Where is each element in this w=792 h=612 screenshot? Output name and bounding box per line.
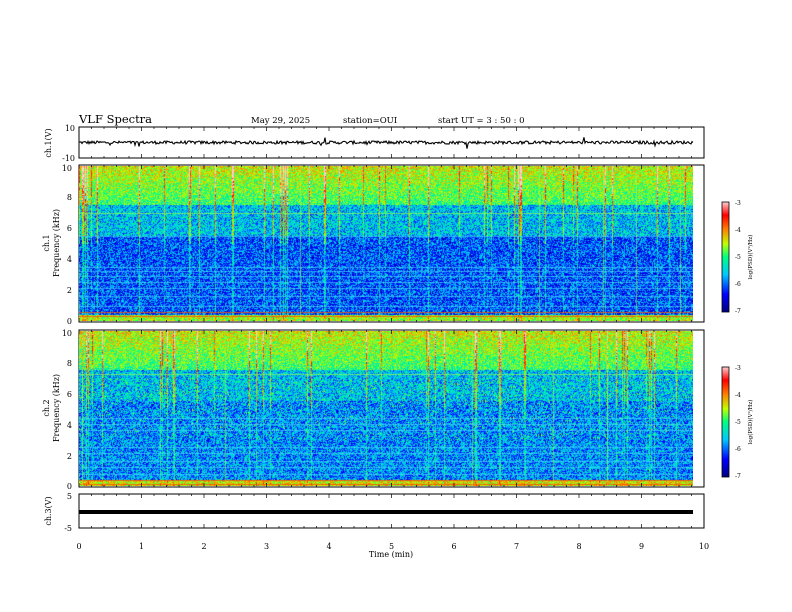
- ch1-ylabel: ch.1(V): [44, 128, 53, 157]
- ch3-ytick-bottom: -5: [64, 524, 72, 533]
- ch1-waveform-panel: 10 -10 ch.1(V): [44, 124, 705, 163]
- ch1-ytick-10: 10: [62, 164, 72, 173]
- ch3-waveform-panel: 5 -5 ch.3(V): [44, 492, 705, 533]
- cb1-label: log(PSD)(V²/Hz): [747, 235, 754, 280]
- ch3-ytick-top: 5: [67, 492, 72, 501]
- ch2-ytick-8: 8: [67, 359, 72, 368]
- cb2-label: log(PSD)(V²/Hz): [747, 400, 754, 445]
- xtick-5: 5: [389, 542, 394, 551]
- cb2-tick-m6: -6: [735, 446, 741, 453]
- cb2-tick-m4: -4: [735, 392, 741, 399]
- ch3-x-ticks: [78, 494, 705, 528]
- ch1-spec-ylabel-line1: ch.1: [42, 234, 51, 251]
- ch2-spectrogram-ticks: [78, 330, 705, 487]
- ch1-waveform-trace: [78, 137, 694, 149]
- ch1-ytick-top: 10: [65, 124, 75, 133]
- cb1-tick-m7: -7: [735, 308, 741, 315]
- ch2-ytick-0: 0: [67, 482, 72, 491]
- x-axis-label: Time (min): [369, 550, 413, 559]
- start-time-label: start UT = 3 : 50 : 0: [438, 116, 525, 126]
- cb1-tick-m4: -4: [735, 227, 741, 234]
- cb1-tick-m6: -6: [735, 281, 741, 288]
- ch1-spec-ylabel-line2: Frequency (kHz): [52, 209, 61, 277]
- ch2-spectrogram-panel: 0 2 4 6 8 10 ch.2 Frequency (kHz) -3 -4 …: [42, 329, 754, 491]
- ch2-ytick-2: 2: [67, 452, 72, 461]
- cb2-tick-m3: -3: [735, 365, 741, 372]
- xtick-8: 8: [576, 542, 581, 551]
- cb2-tick-m7: -7: [735, 473, 741, 480]
- date-label: May 29, 2025: [251, 116, 310, 126]
- ch2-ytick-10: 10: [62, 329, 72, 338]
- station-label: station=OUI: [343, 116, 397, 126]
- ch1-ytick-8: 8: [67, 193, 72, 202]
- chart-title: VLF Spectra: [78, 112, 152, 126]
- cb2-tick-m5: -5: [735, 419, 741, 426]
- xtick-10: 10: [699, 542, 709, 551]
- x-axis: 0 1 2 3 4 5 6 7 8 9 10 Time (min): [76, 542, 709, 559]
- ch1-spectrogram-ticks: [78, 165, 705, 322]
- cb1-tick-m3: -3: [735, 200, 741, 207]
- ch1-ytick-0: 0: [67, 317, 72, 326]
- xtick-2: 2: [201, 542, 206, 551]
- ch1-yticks: 0 2 4 6 8 10: [62, 164, 72, 326]
- ch2-ytick-4: 4: [67, 421, 72, 430]
- ch1-colorbar: -3 -4 -5 -6 -7 log(PSD)(V²/Hz): [721, 200, 754, 315]
- ch2-yticks: 0 2 4 6 8 10: [62, 329, 72, 491]
- ch1-spectrogram-panel: 0 2 4 6 8 10 ch.1 Frequency (kHz) -3 -4 …: [42, 164, 754, 326]
- xtick-9: 9: [639, 542, 644, 551]
- cb1-tick-m5: -5: [735, 254, 741, 261]
- ch2-spec-ylabel-line1: ch.2: [42, 399, 51, 416]
- xtick-0: 0: [76, 542, 81, 551]
- xtick-4: 4: [326, 542, 331, 551]
- xtick-6: 6: [451, 542, 456, 551]
- xtick-1: 1: [139, 542, 144, 551]
- ch1-ytick-2: 2: [67, 286, 72, 295]
- ch2-ytick-6: 6: [67, 390, 72, 399]
- ch3-ylabel: ch.3(V): [44, 496, 53, 525]
- ch1-ytick-4: 4: [67, 255, 72, 264]
- xtick-7: 7: [514, 542, 519, 551]
- ch1-spectrogram-image: [79, 166, 693, 321]
- ch1-ytick-bottom: -10: [62, 154, 75, 163]
- ch2-spectrogram-image: [79, 331, 693, 486]
- xtick-3: 3: [264, 542, 269, 551]
- ch2-spec-ylabel-line2: Frequency (kHz): [52, 374, 61, 442]
- ch1-ytick-6: 6: [67, 224, 72, 233]
- ch2-colorbar: -3 -4 -5 -6 -7 log(PSD)(V²/Hz): [721, 365, 754, 480]
- ch1-x-ticks: [78, 127, 705, 158]
